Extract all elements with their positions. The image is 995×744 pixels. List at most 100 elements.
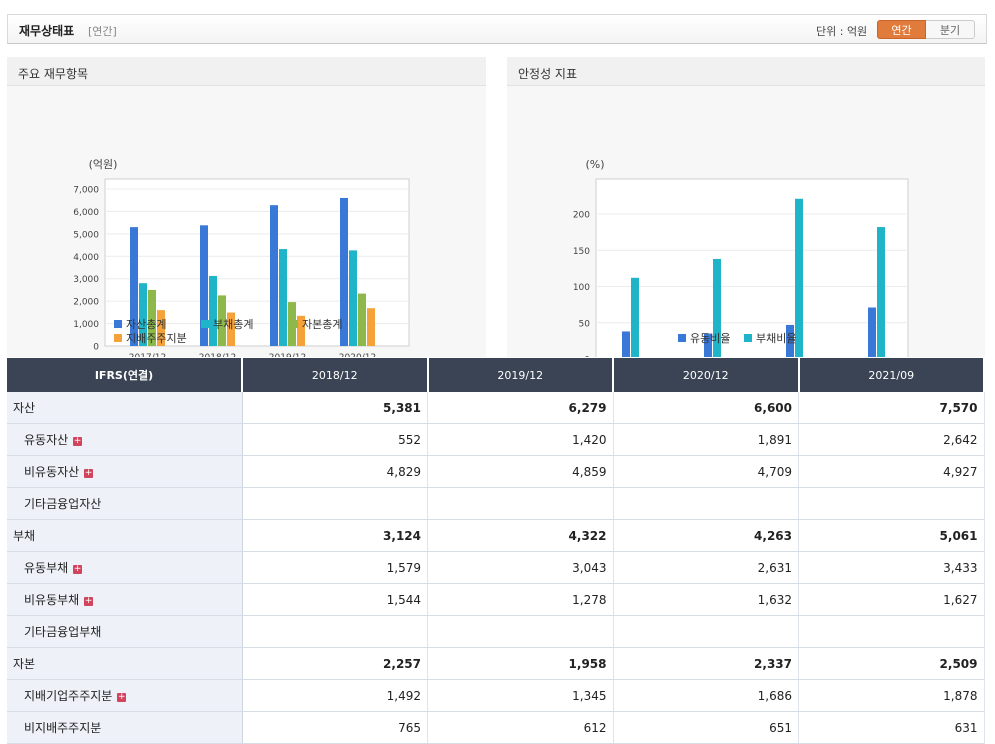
value-cell [613,615,799,648]
value-cell: 2,642 [798,423,985,456]
value-cell: 612 [427,711,614,744]
header-period: 2018/12 [242,358,429,392]
legend-label: 부채비율 [756,332,797,345]
period-toggle: 연간 분기 [877,20,975,39]
row-label[interactable]: 비유동자산 + [7,455,243,488]
value-cell [242,615,428,648]
value-cell: 4,709 [613,455,799,488]
value-cell [798,487,985,520]
value-cell: 6,279 [427,392,614,424]
bar-자산총계-2019/12 [270,205,278,346]
value-cell: 2,337 [613,647,799,680]
value-cell: 1,345 [427,679,614,712]
toggle-quarterly[interactable]: 분기 [926,20,975,39]
expand-plus-icon[interactable]: + [84,596,94,606]
y-tick-label: 200 [573,211,590,221]
value-cell: 1,958 [427,647,614,680]
bar-지배주주지분-2018/12 [227,312,235,346]
value-cell: 1,278 [427,583,614,616]
row-label: 비지배주주지분 [7,711,243,744]
y-axis-label: (억원) [89,158,118,171]
value-cell: 552 [242,423,428,456]
value-cell: 4,859 [427,455,614,488]
y-tick-label: 7,000 [73,186,99,196]
key-items-chart: (억원) 7,000 6,000 5,000 4,000 3,000 2,000 1,000 0… [73,158,410,357]
expand-plus-icon[interactable]: + [73,564,83,574]
bar-부채총계-2017/12 [139,283,147,346]
value-cell: 651 [613,711,799,744]
value-cell: 4,927 [798,455,985,488]
value-cell: 1,686 [613,679,799,712]
table-row: 유동자산 +552 1,420 1,891 2,642 [7,423,985,456]
value-cell: 1,420 [427,423,614,456]
value-cell [427,615,614,648]
x-tick-label: 2019/12 [269,353,306,357]
row-label[interactable]: 비유동부채 + [7,583,243,616]
header-period: 2019/12 [427,358,614,392]
legend-swatch [114,320,122,328]
header-period: 2020/12 [613,358,800,392]
bar-자본총계-2020/12 [358,293,366,346]
bar-유동비율-2020/12 [868,307,876,357]
x-tick-label: 2018/12 [199,353,236,357]
y-tick-label: 100 [573,283,590,293]
x-tick-label: 2020/12 [339,353,376,357]
value-cell: 4,322 [427,519,614,552]
legend-swatch [290,320,298,328]
legend-item: 유동비율 [678,330,730,346]
bar-유동비율-2018/12 [704,333,712,357]
header-period: 2021/09 [798,358,985,392]
legend-item: 자본총계 [290,316,342,332]
y-tick-label: 50 [579,319,591,329]
row-label: 기타금융업자산 [7,487,243,520]
period-label: [연간] [88,25,117,38]
value-cell: 5,061 [798,519,985,552]
value-cell: 631 [798,711,985,744]
legend-swatch [744,334,752,342]
value-cell: 4,829 [242,455,428,488]
y-tick-label: 150 [573,247,590,257]
value-cell: 4,263 [613,519,799,552]
expand-plus-icon[interactable]: + [117,692,127,702]
table-row: 지배기업주주지분 +1,492 1,345 1,686 1,878 [7,679,985,712]
table-row: 기타금융업자산 [7,487,985,520]
panel-title: 안정성 지표 [518,67,578,81]
bar-자산총계-2020/12 [340,197,348,346]
row-label: 자산 [7,392,243,424]
value-cell: 3,124 [242,519,428,552]
bar-자산총계-2018/12 [200,225,208,346]
table-row: 자산 5,381 6,279 6,600 7,570 [7,392,985,424]
table-row: 비유동자산 +4,829 4,859 4,709 4,927 [7,455,985,488]
row-label: 자본 [7,647,243,680]
value-cell: 1,878 [798,679,985,712]
bar-부채총계-2018/12 [209,275,217,346]
plot-area [595,178,909,357]
row-label[interactable]: 지배기업주주지분 + [7,679,243,712]
bar-지배주주지분-2017/12 [157,310,165,346]
y-tick-label: 4,000 [73,253,99,263]
expand-plus-icon[interactable]: + [84,468,94,478]
legend-swatch [114,334,122,342]
table-row: 기타금융업부채 [7,615,985,648]
table-row: 비지배주주지분 765 612 651 631 [7,711,985,744]
unit-label: 단위 : 억원 [816,25,868,38]
bar-유동비율-2017/12 [622,331,630,357]
x-tick-label: 2017/12 [129,353,166,357]
expand-plus-icon[interactable]: + [73,436,83,446]
panel-stability: 안정성 지표 (%)2001501005002017/122018/122019… [507,57,985,357]
value-cell: 3,433 [798,551,985,584]
bar-지배주주지분-2020/12 [367,308,375,346]
value-cell [613,487,799,520]
y-tick-label: 1,000 [73,320,99,330]
value-cell [242,487,428,520]
value-cell: 3,043 [427,551,614,584]
row-label[interactable]: 유동부채 + [7,551,243,584]
value-cell [798,615,985,648]
legend-item: 지배주주지분 [114,330,187,346]
row-label[interactable]: 유동자산 + [7,423,243,456]
value-cell: 1,632 [613,583,799,616]
value-cell: 7,570 [798,392,985,424]
toggle-annual[interactable]: 연간 [877,20,926,39]
value-cell: 2,509 [798,647,985,680]
header-ifrs: IFRS(연결) [7,358,243,392]
